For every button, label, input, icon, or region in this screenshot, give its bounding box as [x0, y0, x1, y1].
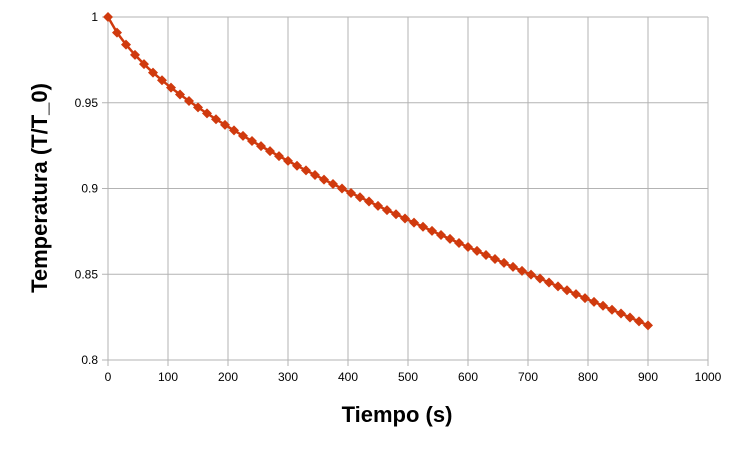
data-point-marker: [580, 293, 590, 304]
data-point-marker: [625, 312, 635, 323]
data-point-marker: [643, 320, 653, 331]
x-tick-label: 600: [458, 370, 478, 384]
x-axis-title: Tiempo (s): [342, 402, 453, 427]
data-point-marker: [436, 229, 446, 240]
data-point-marker: [220, 119, 230, 130]
series-layer: [103, 12, 653, 331]
data-point-marker: [445, 233, 455, 244]
x-tick-label: 400: [338, 370, 358, 384]
data-point-marker: [283, 155, 293, 166]
data-point-marker: [166, 82, 176, 93]
data-point-marker: [238, 130, 248, 141]
data-point-marker: [373, 200, 383, 211]
data-point-marker: [364, 196, 374, 207]
data-point-marker: [598, 300, 608, 311]
x-tick-label: 0: [105, 370, 112, 384]
data-point-marker: [130, 49, 140, 60]
y-axis-title: Temperatura (T/T_0): [27, 83, 52, 293]
data-point-marker: [310, 169, 320, 180]
grid: [102, 16, 709, 366]
y-tick-label: 0.85: [75, 267, 99, 281]
data-point-marker: [184, 96, 194, 107]
y-tick-label: 0.9: [81, 182, 98, 196]
data-point-marker: [328, 179, 338, 190]
data-point-marker: [103, 12, 113, 22]
data-point-marker: [409, 217, 419, 228]
data-point-marker: [319, 174, 329, 185]
data-point-marker: [454, 238, 464, 249]
y-tick-label: 0.8: [81, 353, 98, 367]
data-point-marker: [265, 146, 275, 157]
x-tick-label: 200: [218, 370, 238, 384]
data-point-marker: [337, 183, 347, 194]
y-tick-label: 1: [91, 10, 98, 24]
x-tick-label: 1000: [695, 370, 722, 384]
data-point-marker: [274, 151, 284, 162]
data-point-marker: [382, 205, 392, 216]
data-point-marker: [400, 213, 410, 224]
data-point-marker: [526, 269, 536, 280]
data-point-marker: [544, 277, 554, 288]
data-point-marker: [508, 261, 518, 272]
data-point-marker: [517, 265, 527, 276]
data-point-marker: [427, 225, 437, 236]
data-point-marker: [562, 285, 572, 296]
x-tick-label: 800: [578, 370, 598, 384]
data-point-marker: [418, 221, 428, 232]
data-point-marker: [355, 192, 365, 203]
data-point-marker: [112, 27, 122, 38]
data-point-marker: [490, 253, 500, 264]
data-point-marker: [247, 135, 257, 146]
data-point-marker: [121, 39, 131, 50]
data-point-marker: [175, 89, 185, 100]
x-tick-label: 500: [398, 370, 418, 384]
x-tick-label: 300: [278, 370, 298, 384]
data-point-marker: [499, 257, 509, 268]
data-point-marker: [535, 273, 545, 284]
data-point-marker: [463, 241, 473, 252]
data-point-marker: [346, 187, 356, 198]
x-tick-label: 700: [518, 370, 538, 384]
data-point-marker: [301, 165, 311, 176]
data-point-marker: [481, 250, 491, 261]
data-point-marker: [157, 75, 167, 86]
data-point-marker: [553, 281, 563, 292]
data-point-marker: [256, 141, 266, 152]
x-axis-ticks: 0 100 200 300 400 500 600 700 800 900 1000: [105, 370, 722, 384]
data-point-marker: [139, 59, 149, 70]
data-point-marker: [229, 125, 239, 136]
data-point-marker: [634, 316, 644, 327]
data-point-marker: [571, 289, 581, 300]
data-point-marker: [391, 209, 401, 220]
data-point-marker: [472, 245, 482, 256]
data-point-marker: [607, 304, 617, 315]
x-tick-label: 100: [158, 370, 178, 384]
data-point-marker: [202, 108, 212, 119]
data-point-marker: [148, 67, 158, 78]
data-point-marker: [292, 160, 302, 171]
x-tick-label: 900: [638, 370, 658, 384]
y-axis-ticks: 0.8 0.85 0.9 0.95 1: [75, 10, 99, 367]
data-point-marker: [589, 296, 599, 307]
data-point-marker: [616, 308, 626, 319]
data-point-marker: [193, 102, 203, 113]
y-tick-label: 0.95: [75, 96, 99, 110]
data-point-marker: [211, 114, 221, 125]
